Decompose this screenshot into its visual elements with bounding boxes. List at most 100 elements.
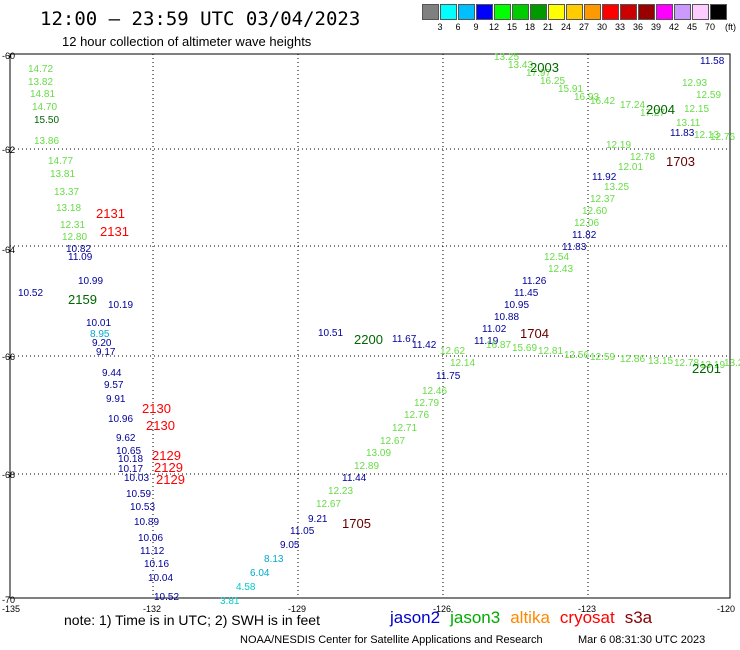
wave-height-reading: 10.03 (124, 473, 149, 484)
wave-height-reading: 12.59 (696, 90, 721, 101)
wave-height-reading: 10.04 (148, 573, 173, 584)
wave-height-reading: 12.60 (582, 206, 607, 217)
legend-swatch (530, 4, 547, 20)
legend-swatch (566, 4, 583, 20)
wave-height-reading: 13.82 (28, 77, 53, 88)
color-scale-legend: (ft) 3 6 9 12 15 18 21 24 27 30 33 36 39 42 45 70 (422, 4, 740, 36)
latitude-label: -64 (2, 245, 16, 255)
wave-height-reading: 11.05 (290, 526, 315, 537)
map-subtitle: 12 hour collection of altimeter wave hei… (62, 34, 312, 49)
wave-height-reading: 12.43 (548, 264, 573, 275)
wave-height-reading: 4.58 (236, 582, 256, 593)
legend-label: 45 (686, 22, 697, 32)
wave-height-reading: 12.67 (316, 499, 341, 510)
wave-height-reading: 10.01 (86, 318, 111, 329)
legend-swatch (602, 4, 619, 20)
wave-height-reading: 11.44 (342, 473, 367, 484)
wave-height-reading: 10.89 (134, 517, 159, 528)
wave-height-reading: 12.93 (682, 78, 707, 89)
pass-time-label: 2129 (156, 472, 185, 487)
map-frame (9, 53, 731, 599)
legend-label: 9 (473, 22, 479, 32)
legend-label: 27 (578, 22, 589, 32)
pass-time-label: 2131 (96, 206, 125, 221)
wave-height-reading: 10.65 (116, 446, 141, 457)
wave-height-reading: 8.95 (90, 329, 110, 340)
wave-height-reading: 10.99 (78, 276, 103, 287)
wave-height-reading: 12.81 (538, 346, 563, 357)
pass-time-label: 1703 (666, 154, 695, 169)
wave-height-reading: 10.51 (318, 328, 343, 339)
wave-height-reading: 12.76 (710, 132, 735, 143)
wave-height-reading: 12.79 (414, 398, 439, 409)
wave-height-reading: 6.04 (250, 568, 270, 579)
legend-label: 30 (596, 22, 607, 32)
legend-label: 24 (560, 22, 571, 32)
wave-height-reading: 11.09 (68, 252, 93, 263)
satellite-legend: jason2 jason3 altika cryosat s3a (390, 608, 652, 628)
wave-height-reading: 11.58 (700, 56, 725, 67)
wave-height-reading: 12.76 (404, 410, 429, 421)
wave-height-reading: 10.16 (144, 559, 169, 570)
lat-lon-grid (10, 54, 730, 598)
map-title: 12:00 – 23:59 UTC 03/04/2023 (40, 8, 361, 30)
pass-time-label: 2004 (646, 102, 675, 117)
wave-height-reading: 12.59 (590, 352, 615, 363)
wave-height-reading: 9.91 (106, 394, 126, 405)
wave-height-reading: 11.83 (670, 128, 695, 139)
pass-time-label: 2201 (692, 361, 721, 376)
wave-height-reading: 17.27 (640, 108, 665, 119)
wave-height-reading: 13.86 (34, 136, 59, 147)
wave-height-reading: 10.19 (108, 300, 133, 311)
wave-height-reading: 10.52 (154, 592, 179, 603)
wave-height-reading: 12.01 (618, 162, 643, 173)
wave-height-reading: 13.19 (700, 360, 725, 371)
wave-height-reading: 11.82 (572, 230, 597, 241)
legend-swatch (710, 4, 727, 20)
wave-height-reading: 14.70 (32, 102, 57, 113)
generated-time: Mar 6 08:31:30 UTC 2023 (578, 634, 706, 646)
wave-height-reading: 12.80 (62, 232, 87, 243)
credit-line: NOAA/NESDIS Center for Satellite Applica… (240, 634, 543, 646)
wave-height-reading: 12.78 (630, 152, 655, 163)
pass-time-label: 2130 (146, 418, 175, 433)
pass-time-label: 2200 (354, 332, 383, 347)
legend-label: 33 (614, 22, 625, 32)
wave-height-reading: 9.20 (92, 338, 112, 349)
wave-height-reading: 16.42 (590, 96, 615, 107)
legend-label: 36 (632, 22, 643, 32)
wave-height-reading: 13.25 (604, 182, 629, 193)
legend-label: 39 (650, 22, 661, 32)
wave-height-reading: 15.69 (512, 343, 537, 354)
wave-height-reading: 12.31 (60, 220, 85, 231)
longitude-label: -132 (143, 604, 162, 614)
wave-height-reading: 10.88 (494, 312, 519, 323)
latitude-label: -68 (2, 470, 16, 480)
pass-time-label: 2129 (152, 448, 181, 463)
longitude-label: -126 (433, 604, 452, 614)
wave-height-reading: 13.11 (676, 118, 701, 129)
wave-height-reading: 11.45 (514, 288, 539, 299)
wave-height-reading: 10.17 (118, 464, 143, 475)
legend-label: 12 (488, 22, 499, 32)
wave-height-reading: 13.81 (50, 169, 75, 180)
wave-height-reading: 12.56 (564, 350, 589, 361)
wave-height-reading: 9.21 (308, 514, 328, 525)
legend-swatch (494, 4, 511, 20)
wave-height-reading: 12.67 (380, 436, 405, 447)
footnote: note: 1) Time is in UTC; 2) SWH is in fe… (64, 612, 320, 628)
legend-label: 6 (455, 22, 461, 32)
wave-height-reading: 13.09 (366, 448, 391, 459)
wave-height-reading: 12.71 (392, 423, 417, 434)
wave-height-reading: 12.13 (694, 130, 719, 141)
wave-height-reading: 10.06 (138, 533, 163, 544)
wave-height-reading: 10.18 (118, 454, 143, 465)
wave-height-reading: 8.13 (264, 554, 284, 565)
pass-time-label: 1704 (520, 326, 549, 341)
wave-height-reading: 13.24 (724, 358, 740, 369)
legend-swatch (674, 4, 691, 20)
wave-height-reading: 11.19 (474, 336, 499, 347)
legend-label: 15 (506, 22, 517, 32)
